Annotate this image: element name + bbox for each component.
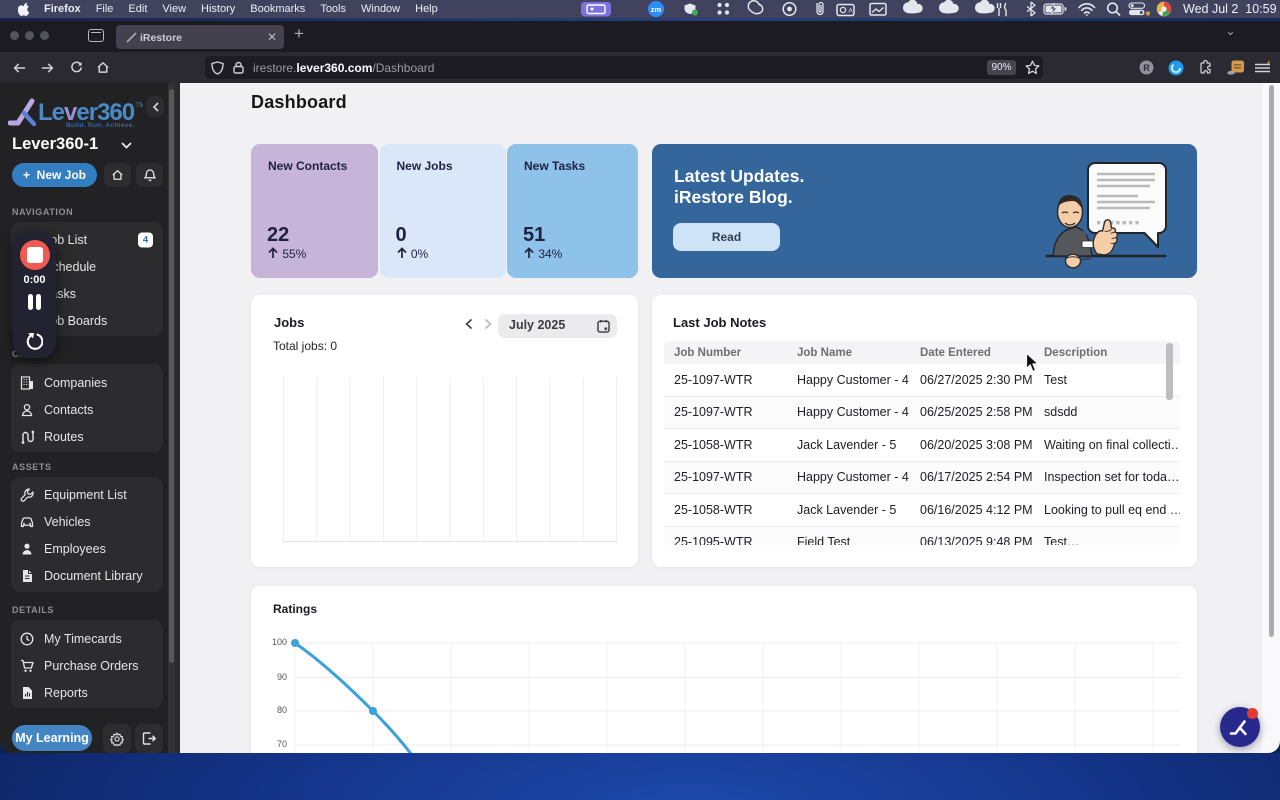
- svg-text:A: A: [848, 8, 853, 15]
- svg-text:R: R: [1143, 63, 1150, 73]
- svg-text:Lever360: Lever360: [38, 99, 135, 126]
- svg-text:TM: TM: [136, 103, 143, 109]
- svg-text:zm: zm: [651, 5, 662, 14]
